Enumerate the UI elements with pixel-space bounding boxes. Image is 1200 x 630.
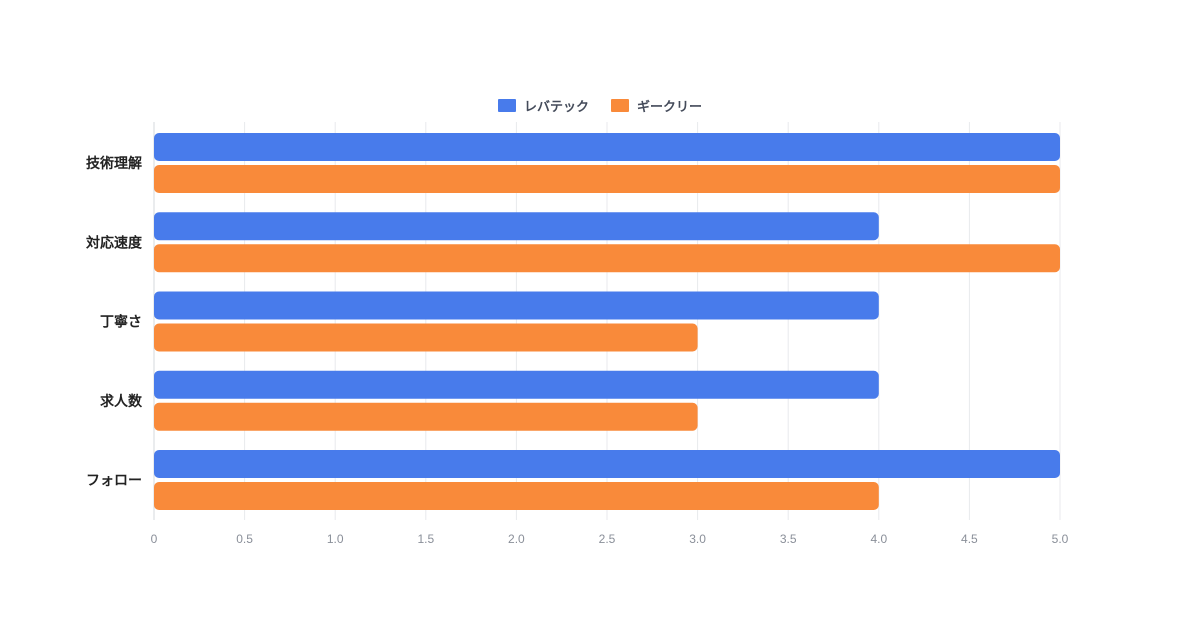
bar-series-2[interactable] [154,165,1060,193]
x-tick-label: 2.0 [508,532,525,546]
category-label: 技術理解 [86,155,142,172]
x-tick-label: 0 [151,532,158,546]
bar-series-2[interactable] [154,244,1060,273]
legend-swatch-series-2 [611,99,629,112]
bars [154,133,1060,510]
x-tick-label: 5.0 [1052,532,1069,546]
x-tick-label: 1.5 [417,532,434,546]
legend-label-series-2: ギークリー [637,100,703,115]
x-tick-labels: 0 0.5 1.0 1.5 2.0 2.5 3.0 3.5 4.0 4.5 5.0 [151,532,1069,546]
bar-series-2[interactable] [154,323,698,352]
bar-series-1[interactable] [154,450,1060,478]
x-tick-label: 3.0 [689,532,706,546]
bar-series-2[interactable] [154,482,879,510]
chart-legend: レバテック ギークリー [0,96,1200,115]
x-tick-label: 2.5 [599,532,616,546]
x-tick-label: 4.5 [961,532,978,546]
x-tick-label: 4.0 [870,532,887,546]
bar-series-1[interactable] [154,370,879,399]
x-tick-label: 1.0 [327,532,344,546]
legend-swatch-series-1 [497,99,516,112]
x-tick-label: 0.5 [236,532,253,546]
category-label: 求人数 [100,393,143,410]
bar-series-1[interactable] [154,291,879,320]
bar-series-1[interactable] [154,133,1060,161]
category-label: 対応速度 [85,234,143,251]
x-tick-label: 3.5 [780,532,797,546]
legend-label-series-1: レバテック [523,100,589,115]
legend-item-series-1[interactable]: レバテック [497,96,589,115]
category-label: フォロー [86,473,142,489]
bar-series-1[interactable] [154,212,879,241]
category-label: 丁寧さ [100,314,142,331]
bar-series-2[interactable] [154,402,698,431]
legend-item-series-2[interactable]: ギークリー [611,96,702,115]
